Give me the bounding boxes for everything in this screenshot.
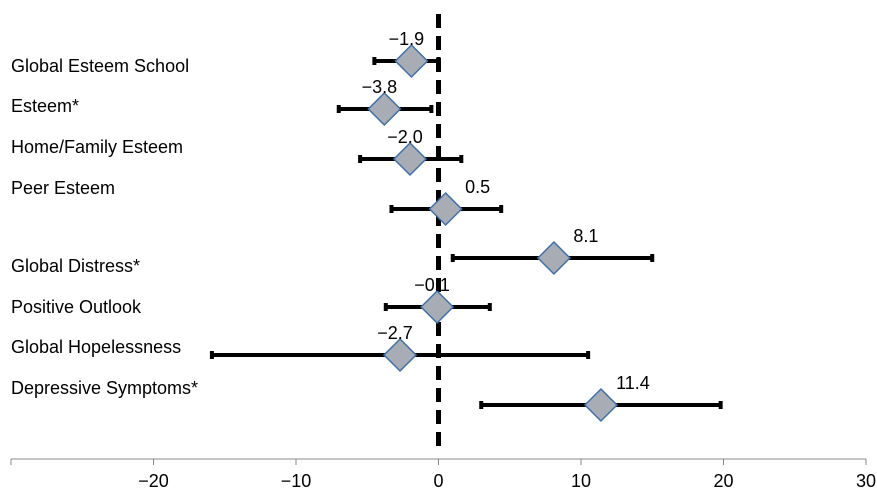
value-label: 0.5	[465, 177, 490, 197]
row-labels: Global Esteem School Esteem* Home/Family E…	[11, 56, 198, 398]
value-label: −2.0	[387, 127, 423, 147]
x-axis-ticks: −20 −10 0 10 20 30	[10, 459, 876, 491]
estimate-marker	[367, 91, 402, 127]
value-label: 8.1	[573, 226, 598, 246]
estimate-marker	[382, 337, 418, 373]
estimate-marker	[420, 289, 455, 325]
row-label: Depressive Symptoms*	[11, 378, 198, 398]
value-label: 11.4	[616, 373, 650, 393]
value-label: −1.9	[389, 29, 425, 49]
value-label: −0.1	[414, 275, 450, 295]
row-label: Positive Outlook	[11, 297, 142, 317]
confidence-intervals	[209, 57, 723, 409]
x-tick-label: 20	[713, 471, 733, 491]
estimate-marker	[583, 387, 619, 423]
row-label: Global Hopelessness	[11, 337, 181, 357]
x-tick-label: 0	[433, 471, 443, 491]
point-estimates	[367, 43, 619, 423]
row-label: Esteem*	[11, 96, 79, 116]
row-label: Global Esteem School	[11, 56, 189, 76]
value-label: −3.8	[362, 77, 398, 97]
estimate-marker	[394, 43, 429, 79]
row-label: Global Distress*	[11, 256, 140, 276]
row-label: Peer Esteem	[11, 178, 115, 198]
x-tick-label: 30	[856, 471, 876, 491]
x-tick-label: −10	[281, 471, 312, 491]
value-labels: −1.9 −3.8 −2.0 0.5 8.1 −0.1 −2.7 11.4	[362, 29, 650, 393]
x-tick-label: 10	[571, 471, 591, 491]
estimate-marker	[428, 191, 463, 227]
x-tick-label: −20	[138, 471, 169, 491]
estimate-marker	[536, 240, 571, 276]
row-label: Home/Family Esteem	[11, 137, 183, 157]
value-label: −2.7	[377, 323, 413, 343]
estimate-marker	[392, 141, 428, 177]
